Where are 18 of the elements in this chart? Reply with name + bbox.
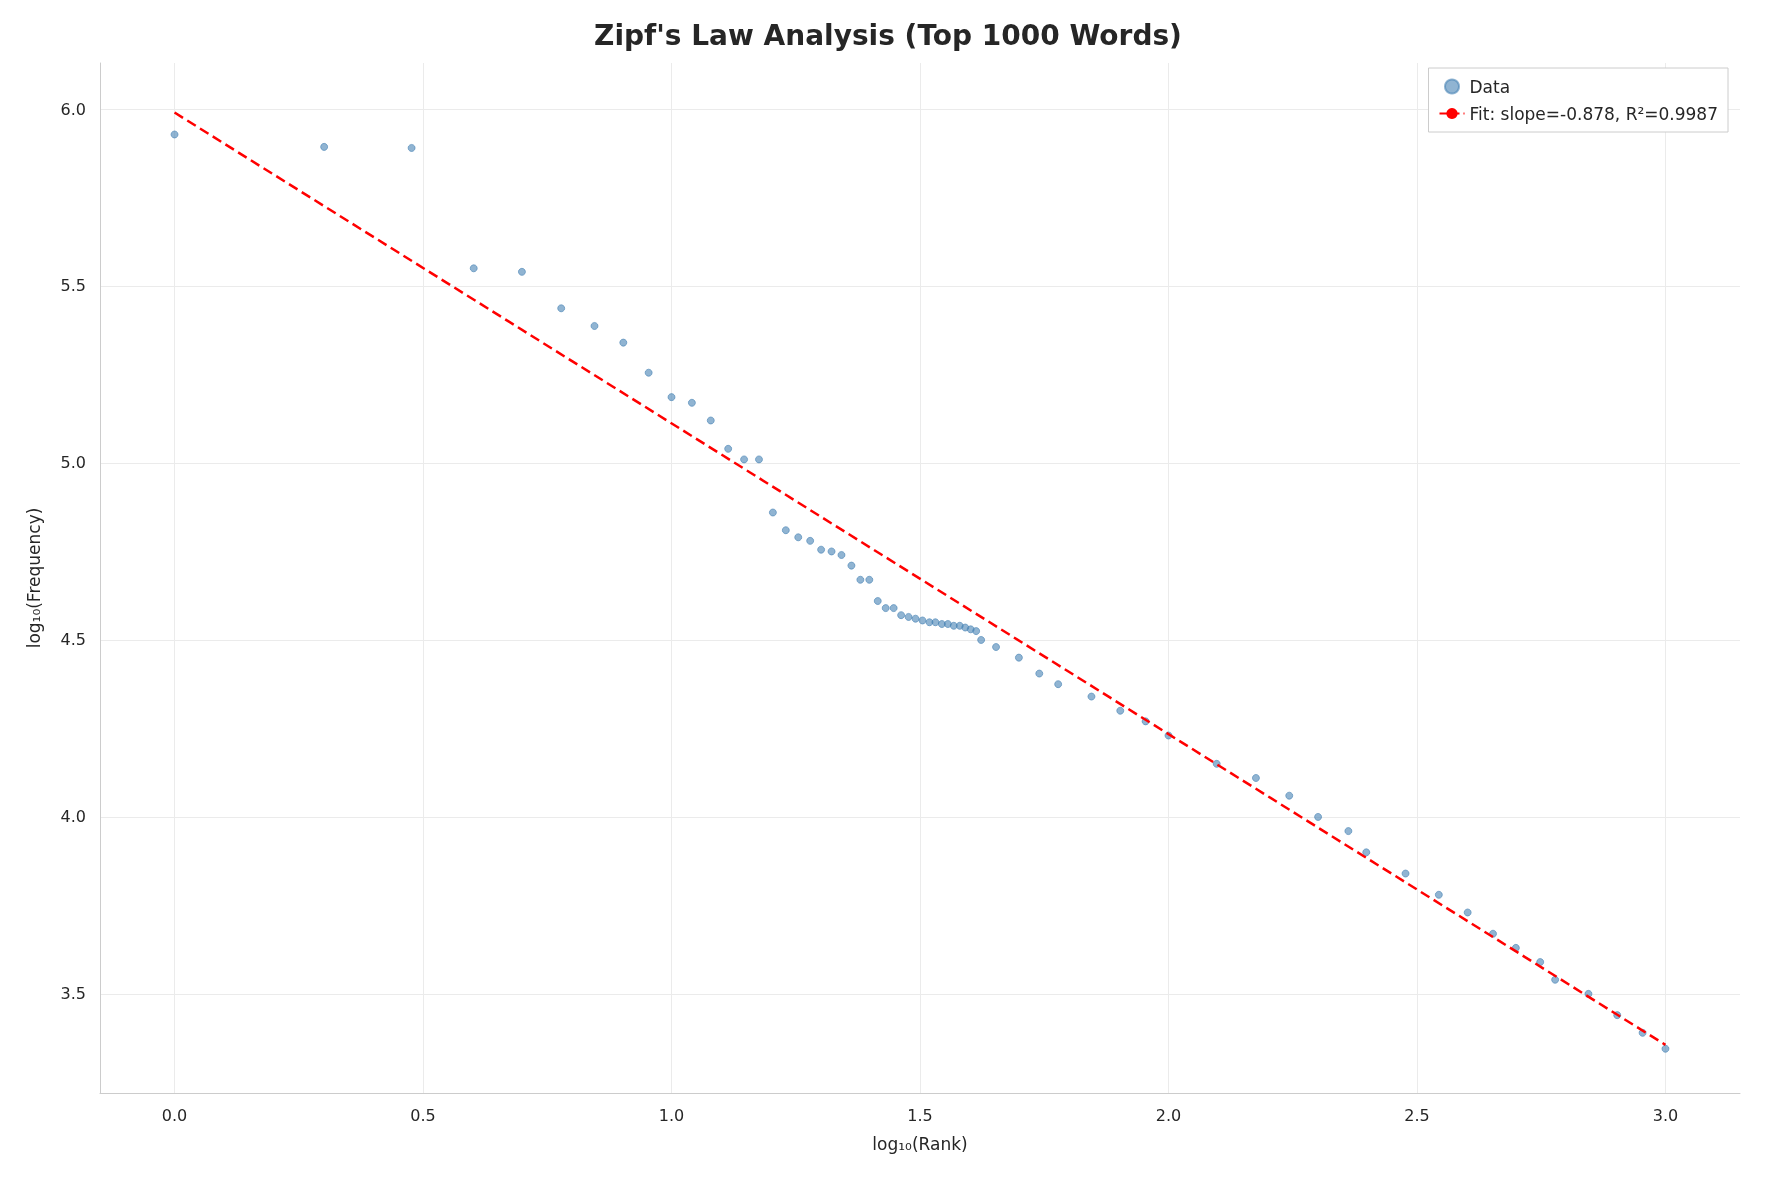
x-tick-label: 2.0 xyxy=(1155,1105,1182,1125)
y-tick-label: 5.0 xyxy=(60,453,86,473)
x-tick-label: 1.0 xyxy=(658,1105,685,1125)
x-tick-label: 0.0 xyxy=(161,1105,188,1125)
x-tick-label: 1.5 xyxy=(907,1105,933,1125)
x-tick-label: 2.5 xyxy=(1404,1105,1430,1125)
legend-label: Data xyxy=(1469,76,1511,97)
y-tick-label: 6.0 xyxy=(60,99,86,119)
x-tick-label: 0.5 xyxy=(410,1105,436,1125)
x-tick-label: 3.0 xyxy=(1652,1105,1679,1125)
x-axis-title: log₁₀(Rank) xyxy=(872,1133,968,1154)
legend-label: Fit: slope=-0.878, R²=0.9987 xyxy=(1469,103,1719,124)
y-axis-title: log₁₀(Frequency) xyxy=(23,507,44,649)
y-tick-label: 5.5 xyxy=(60,276,86,296)
chart-title: Zipf's Law Analysis (Top 1000 Words) xyxy=(594,18,1182,52)
y-tick-label: 4.0 xyxy=(60,807,86,827)
y-tick-label: 3.5 xyxy=(60,984,86,1004)
y-tick-label: 4.5 xyxy=(60,630,86,650)
